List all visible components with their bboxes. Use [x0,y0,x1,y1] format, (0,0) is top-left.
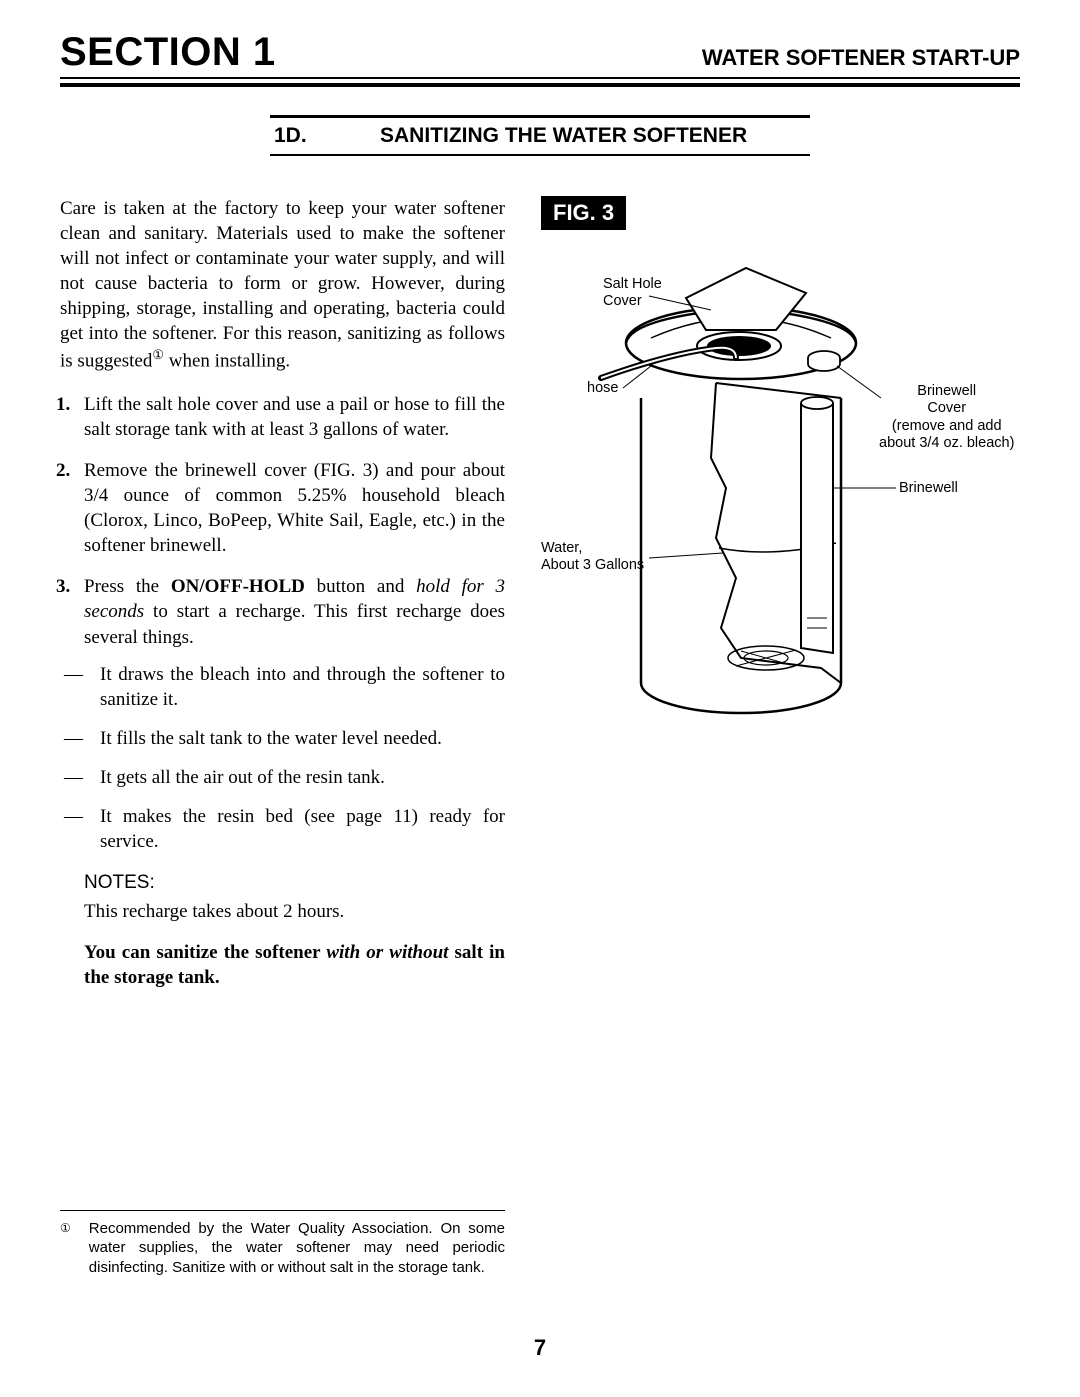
step3-post: to start a recharge. This first recharge… [84,601,505,647]
subsection-number: 1D. [270,124,380,148]
dash-item: It gets all the air out of the resin tan… [100,765,505,790]
header-subtitle: WATER SOFTENER START-UP [702,45,1020,71]
intro-text-after: when installing. [164,351,290,372]
intro-text-before: Care is taken at the factory to keep you… [60,198,505,372]
callout-salt-hole-cover: Salt Hole Cover [603,276,662,311]
softener-diagram-svg [541,258,1001,758]
section-title: SECTION 1 [60,30,276,75]
footnote-mark: ① [60,1219,71,1278]
step-text: Lift the salt hole cover and use a pail … [84,394,505,440]
dash-item: It makes the resin bed (see page 11) rea… [100,804,505,854]
figure-label: FIG. 3 [541,196,626,230]
page-header: SECTION 1 WATER SOFTENER START-UP [60,30,1020,79]
dash-item: It fills the salt tank to the water leve… [100,726,505,751]
step-1: 1. Lift the salt hole cover and use a pa… [84,392,505,442]
callout-brinewell: Brinewell [899,480,958,497]
footnote: ① Recommended by the Water Quality Assoc… [60,1210,505,1278]
step3-mid: button and [305,576,416,597]
page-number: 7 [0,1335,1080,1361]
footnote-text: Recommended by the Water Quality Associa… [89,1219,505,1278]
subsection-heading: 1D. SANITIZING THE WATER SOFTENER [60,115,1020,156]
step-number: 3. [56,574,70,599]
footnote-ref: ① [152,347,164,362]
bold-note: You can sanitize the softener with or wi… [84,940,505,990]
header-rule [60,81,1020,87]
intro-paragraph: Care is taken at the factory to keep you… [60,196,505,374]
callout-water: Water, About 3 Gallons [541,540,644,575]
step-3: 3. Press the ON/OFF-HOLD button and hold… [84,574,505,649]
step-2: 2. Remove the brinewell cover (FIG. 3) a… [84,458,505,558]
callout-hose: hose [587,380,618,397]
dash-list: It draws the bleach into and through the… [100,662,505,854]
step-number: 1. [56,392,70,417]
boldnote-italic: with or without [326,942,448,963]
dash-item: It draws the bleach into and through the… [100,662,505,712]
notes-body: This recharge takes about 2 hours. [84,899,505,924]
boldnote-pre: You can sanitize the softener [84,942,326,963]
step-text: Remove the brinewell cover (FIG. 3) and … [84,460,505,556]
right-column: FIG. 3 [541,196,1020,990]
notes-heading: NOTES: [84,870,505,895]
step3-pre: Press the [84,576,171,597]
step-number: 2. [56,458,70,483]
step3-bold: ON/OFF-HOLD [171,576,305,597]
figure-3-diagram: Salt Hole Cover hose Brinewell Cover (re… [541,258,1020,758]
left-column: Care is taken at the factory to keep you… [60,196,505,990]
subsection-title: SANITIZING THE WATER SOFTENER [380,124,810,148]
callout-brinewell-cover: Brinewell Cover (remove and add about 3/… [879,383,1014,453]
ordered-steps: 1. Lift the salt hole cover and use a pa… [84,392,505,650]
